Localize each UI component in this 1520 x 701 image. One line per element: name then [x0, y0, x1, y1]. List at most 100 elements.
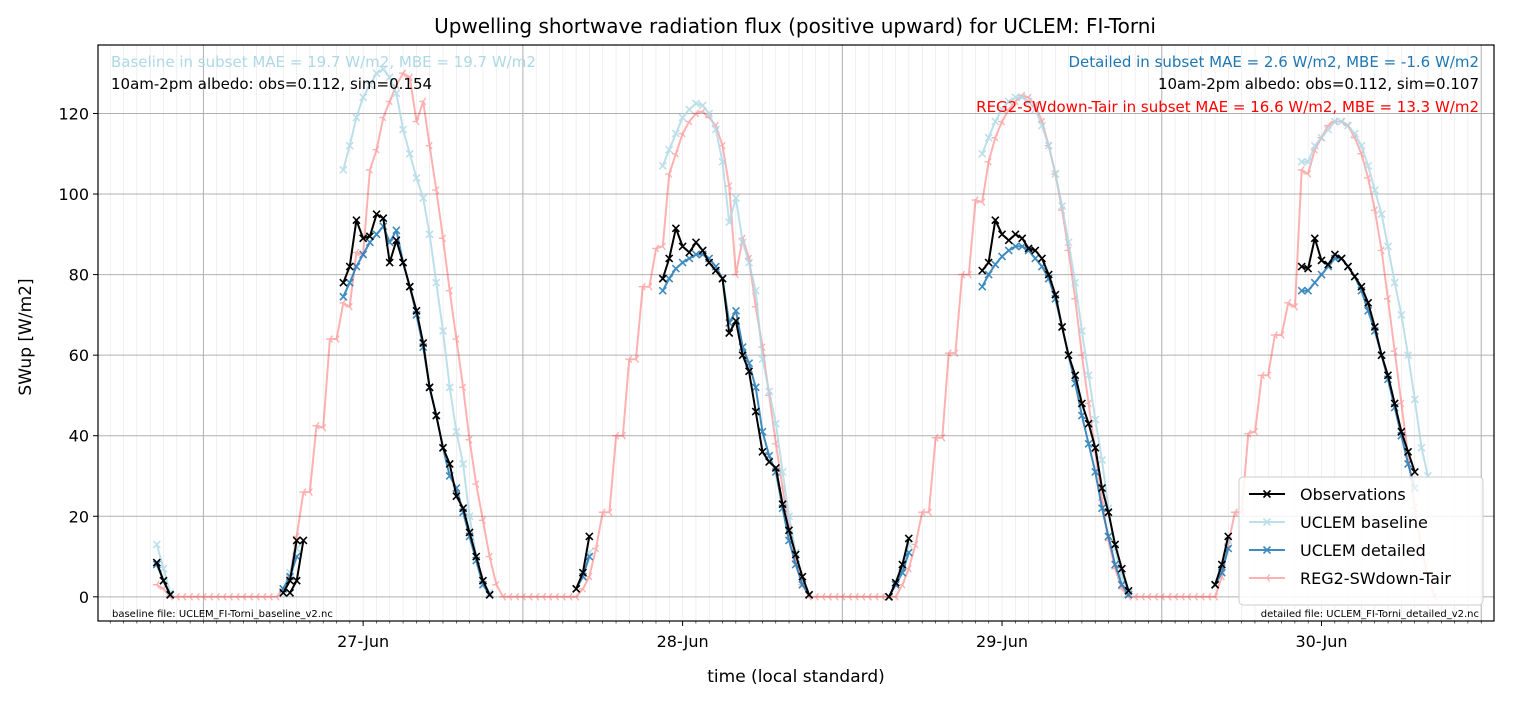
data-point-uclem-detailed — [984, 270, 993, 279]
data-point-uclem-detailed — [345, 278, 354, 287]
data-point-observations — [159, 576, 168, 585]
data-point-uclem-detailed — [997, 252, 1007, 261]
data-point-uclem-baseline — [1324, 125, 1333, 134]
legend-label: Observations — [1300, 485, 1406, 504]
data-point-reg2-swdown-tair — [685, 117, 693, 126]
data-point-reg2-swdown-tair — [1397, 399, 1405, 408]
data-point-reg2-swdown-tair — [565, 592, 573, 601]
data-point-uclem-baseline — [452, 427, 461, 436]
data-point-reg2-swdown-tair — [605, 508, 613, 517]
data-point-reg2-swdown-tair — [1251, 427, 1259, 436]
data-point-uclem-detailed — [685, 254, 694, 263]
x-tick-label: 27-Jun — [337, 632, 389, 651]
data-point-observations — [1310, 234, 1319, 243]
y-tick-label: 40 — [69, 427, 89, 446]
data-point-uclem-baseline — [1051, 169, 1060, 178]
data-point-observations — [385, 258, 394, 267]
data-point-observations — [1364, 298, 1373, 307]
data-point-reg2-swdown-tair — [1230, 508, 1238, 517]
data-point-observations — [419, 339, 428, 348]
data-point-reg2-swdown-tair — [412, 117, 420, 126]
data-point-observations — [285, 588, 295, 597]
data-point-observations — [1051, 290, 1060, 299]
data-point-observations — [1091, 443, 1100, 452]
reg2-stats-annotation: REG2-SWdown-Tair in subset MAE = 16.6 W/… — [976, 98, 1479, 116]
data-point-uclem-detailed — [671, 264, 680, 273]
data-point-reg2-swdown-tair — [1304, 169, 1312, 178]
legend-marker — [1263, 574, 1271, 582]
data-point-uclem-baseline — [1077, 326, 1086, 336]
data-point-uclem-baseline — [1377, 210, 1386, 219]
data-point-observations — [765, 457, 774, 466]
data-point-observations — [405, 282, 414, 291]
data-point-uclem-baseline — [432, 278, 441, 287]
data-point-observations — [1224, 532, 1233, 541]
data-point-observations — [445, 459, 454, 468]
data-point-reg2-swdown-tair — [918, 508, 926, 517]
series-layer — [152, 65, 1438, 601]
data-point-uclem-baseline — [419, 193, 428, 203]
data-point-uclem-baseline — [1058, 202, 1067, 211]
data-point-reg2-swdown-tair — [1390, 347, 1398, 356]
data-point-uclem-baseline — [1084, 371, 1093, 380]
data-point-observations — [1343, 262, 1353, 271]
data-point-reg2-swdown-tair — [518, 592, 526, 601]
data-point-reg2-swdown-tair — [206, 592, 214, 601]
data-point-observations — [1044, 270, 1053, 279]
data-point-reg2-swdown-tair — [532, 592, 540, 601]
data-point-reg2-swdown-tair — [652, 244, 660, 253]
data-point-observations — [478, 576, 488, 585]
data-point-uclem-baseline — [1310, 141, 1319, 150]
data-point-uclem-baseline — [412, 173, 421, 182]
data-point-reg2-swdown-tair — [1184, 592, 1192, 601]
data-point-uclem-baseline — [718, 157, 727, 166]
data-point-observations — [884, 592, 894, 601]
data-point-reg2-swdown-tair — [871, 592, 879, 601]
data-point-reg2-swdown-tair — [459, 383, 467, 392]
data-point-uclem-baseline — [1004, 97, 1013, 106]
data-point-reg2-swdown-tair — [678, 129, 686, 138]
data-point-uclem-baseline — [1343, 121, 1353, 130]
data-point-reg2-swdown-tair — [1211, 592, 1219, 601]
data-point-uclem-detailed — [1304, 286, 1313, 295]
data-point-observations — [452, 492, 461, 501]
data-point-reg2-swdown-tair — [525, 592, 533, 601]
data-point-reg2-swdown-tair — [585, 572, 593, 581]
data-point-observations — [1337, 254, 1346, 263]
data-point-uclem-baseline — [685, 105, 694, 114]
data-point-reg2-swdown-tair — [299, 488, 307, 497]
data-point-observations — [359, 234, 368, 243]
data-point-uclem-detailed — [1091, 467, 1100, 477]
data-point-uclem-baseline — [1357, 141, 1366, 150]
y-tick-label: 20 — [69, 507, 89, 526]
legend-marker — [1262, 517, 1272, 527]
data-point-reg2-swdown-tair — [858, 592, 866, 601]
data-point-reg2-swdown-tair — [499, 592, 507, 601]
data-point-observations — [1097, 484, 1107, 493]
data-point-observations — [898, 560, 907, 569]
data-point-reg2-swdown-tair — [645, 282, 653, 291]
data-point-observations — [1350, 272, 1359, 281]
data-point-reg2-swdown-tair — [1131, 592, 1139, 601]
data-point-uclem-baseline — [1337, 117, 1346, 126]
data-point-reg2-swdown-tair — [478, 516, 487, 525]
data-point-reg2-swdown-tair — [631, 355, 640, 364]
data-point-observations — [705, 258, 714, 267]
data-point-reg2-swdown-tair — [811, 592, 819, 601]
data-point-observations — [784, 526, 794, 535]
minor-grid — [109, 45, 1482, 621]
data-point-observations — [1304, 264, 1313, 273]
data-point-reg2-swdown-tair — [212, 592, 220, 601]
data-point-observations — [1058, 322, 1067, 332]
data-point-observations — [152, 558, 161, 567]
data-point-uclem-baseline — [1364, 161, 1373, 170]
data-point-uclem-baseline — [771, 419, 780, 428]
data-point-observations — [997, 230, 1007, 239]
data-point-reg2-swdown-tair — [944, 349, 952, 358]
data-point-reg2-swdown-tair — [439, 234, 447, 243]
data-point-uclem-baseline — [1304, 157, 1313, 166]
data-point-uclem-detailed — [372, 230, 381, 239]
data-point-uclem-baseline — [1024, 97, 1033, 106]
data-point-uclem-baseline — [725, 218, 734, 227]
data-point-uclem-baseline — [152, 540, 161, 549]
